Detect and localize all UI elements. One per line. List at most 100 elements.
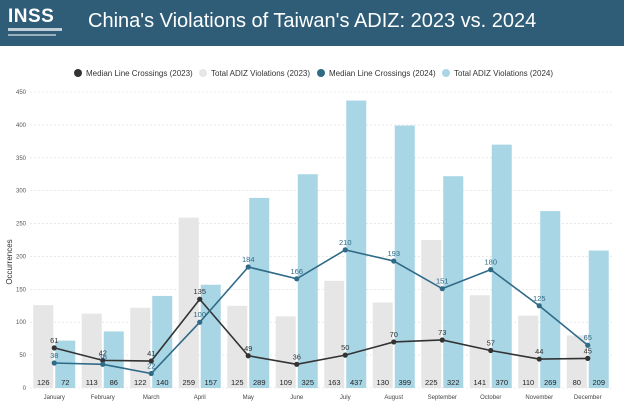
median-2023-point bbox=[536, 356, 542, 362]
legend-marker bbox=[199, 69, 207, 77]
bar-value-label: 225 bbox=[425, 378, 438, 387]
bar-value-label: 86 bbox=[110, 378, 118, 387]
median-2024-point bbox=[294, 276, 300, 282]
median-2023-point bbox=[51, 345, 57, 351]
logo-text: INSS bbox=[8, 6, 55, 27]
median-2023-value-label: 135 bbox=[193, 287, 206, 296]
median-2023-value-label: 57 bbox=[487, 339, 495, 348]
bar-2023 bbox=[227, 305, 248, 388]
x-tick-label: September bbox=[428, 395, 457, 401]
page-title: China's Violations of Taiwan's ADIZ: 202… bbox=[88, 10, 537, 32]
legend-label: Median Line Crossings (2024) bbox=[329, 69, 436, 78]
bar-value-label: 109 bbox=[279, 378, 292, 387]
bar-value-label: 269 bbox=[544, 378, 557, 387]
bar-value-label: 437 bbox=[350, 378, 363, 387]
median-2023-point bbox=[294, 361, 300, 367]
legend-label: Total ADIZ Violations (2024) bbox=[454, 69, 553, 78]
legend-label: Median Line Crossings (2023) bbox=[86, 69, 193, 78]
inss-logo: INSS bbox=[8, 6, 62, 42]
y-tick-label: 0 bbox=[23, 386, 27, 392]
bar-2024 bbox=[491, 144, 512, 388]
median-2023-value-label: 61 bbox=[50, 336, 58, 345]
bar-value-label: 110 bbox=[522, 378, 534, 387]
bar-value-label: 125 bbox=[231, 378, 244, 387]
chart-labels: 126 72 January 113 86 February 122 140 March 259 1… bbox=[37, 238, 605, 401]
median-2023-value-label: 49 bbox=[244, 344, 252, 353]
y-tick-label: 450 bbox=[16, 90, 27, 96]
median-2024-value-label: 184 bbox=[242, 255, 255, 264]
bar-2024 bbox=[394, 125, 415, 389]
median-2024-value-label: 65 bbox=[584, 333, 592, 342]
x-tick-label: December bbox=[574, 395, 602, 401]
x-tick-label: July bbox=[340, 395, 351, 401]
legend-marker bbox=[442, 69, 450, 77]
logo-underline bbox=[8, 28, 62, 31]
y-axis-label: Occurrences bbox=[5, 239, 14, 284]
median-2024-line bbox=[54, 249, 589, 375]
bar-2024 bbox=[152, 295, 173, 388]
y-tick-label: 50 bbox=[19, 353, 26, 359]
bar-value-label: 130 bbox=[376, 378, 389, 387]
median-2023-point bbox=[197, 296, 203, 302]
median-2024-point bbox=[245, 264, 251, 270]
x-tick-label: January bbox=[44, 395, 65, 401]
median-2023-value-label: 44 bbox=[535, 347, 543, 356]
median-2023-point bbox=[245, 353, 251, 359]
median-2023-value-label: 70 bbox=[390, 330, 398, 339]
median-2023-point bbox=[342, 352, 348, 358]
median-2024-value-label: 151 bbox=[436, 277, 449, 286]
median-2023-value-label: 50 bbox=[341, 343, 349, 352]
bar-value-label: 72 bbox=[61, 378, 69, 387]
bar-value-label: 163 bbox=[328, 378, 341, 387]
bar-2024 bbox=[297, 174, 318, 388]
median-2024-point bbox=[197, 319, 203, 325]
median-2023-value-label: 42 bbox=[99, 348, 107, 357]
median-2024-value-label: 22 bbox=[147, 362, 155, 371]
logo-underline-2 bbox=[8, 34, 56, 36]
chart: Median Line Crossings (2023) Total ADIZ V… bbox=[5, 69, 612, 401]
chart-lines bbox=[51, 247, 591, 377]
bar-2023 bbox=[275, 316, 296, 388]
x-tick-label: August bbox=[384, 395, 403, 401]
legend-marker bbox=[317, 69, 325, 77]
bar-value-label: 140 bbox=[156, 378, 169, 387]
bar-2023 bbox=[566, 335, 587, 388]
x-tick-label: April bbox=[194, 395, 206, 401]
bar-value-label: 141 bbox=[473, 378, 486, 387]
median-2023-point bbox=[439, 337, 445, 343]
median-2024-point bbox=[51, 360, 57, 366]
y-tick-label: 400 bbox=[16, 123, 27, 129]
x-tick-label: February bbox=[91, 395, 115, 401]
bar-2023 bbox=[81, 313, 102, 388]
median-2023-line bbox=[54, 297, 588, 366]
bar-2024 bbox=[443, 176, 464, 388]
legend-marker bbox=[74, 69, 82, 77]
bar-2024 bbox=[346, 100, 367, 388]
median-2024-point bbox=[488, 267, 494, 273]
bar-2024 bbox=[540, 211, 561, 388]
median-2024-point bbox=[391, 258, 397, 264]
median-2024-point bbox=[342, 247, 348, 253]
y-tick-label: 100 bbox=[16, 320, 27, 326]
median-2023-point bbox=[488, 347, 494, 354]
x-tick-label: March bbox=[143, 395, 160, 401]
bar-2024 bbox=[200, 284, 221, 388]
median-2024-value-label: 36 bbox=[99, 352, 107, 361]
bar-value-label: 259 bbox=[182, 378, 195, 387]
median-2024-point bbox=[536, 303, 542, 309]
bar-value-label: 399 bbox=[398, 378, 411, 387]
median-2024-value-label: 100 bbox=[193, 310, 206, 319]
median-2024-value-label: 180 bbox=[484, 258, 497, 267]
bar-2023 bbox=[324, 280, 345, 388]
chart-grid: 0 50 100 150 200 250 300 350 400 450 bbox=[16, 90, 612, 392]
bar-2023 bbox=[130, 307, 151, 388]
bar-2024 bbox=[588, 250, 609, 388]
median-2024-value-label: 38 bbox=[50, 351, 58, 360]
median-2023-point bbox=[391, 339, 397, 345]
bar-value-label: 80 bbox=[573, 378, 581, 387]
chart-legend: Median Line Crossings (2023) Total ADIZ V… bbox=[74, 69, 553, 78]
median-2024-value-label: 193 bbox=[387, 249, 400, 258]
median-2023-value-label: 41 bbox=[147, 349, 155, 358]
bar-value-label: 113 bbox=[86, 378, 98, 387]
bar-value-label: 322 bbox=[447, 378, 460, 387]
